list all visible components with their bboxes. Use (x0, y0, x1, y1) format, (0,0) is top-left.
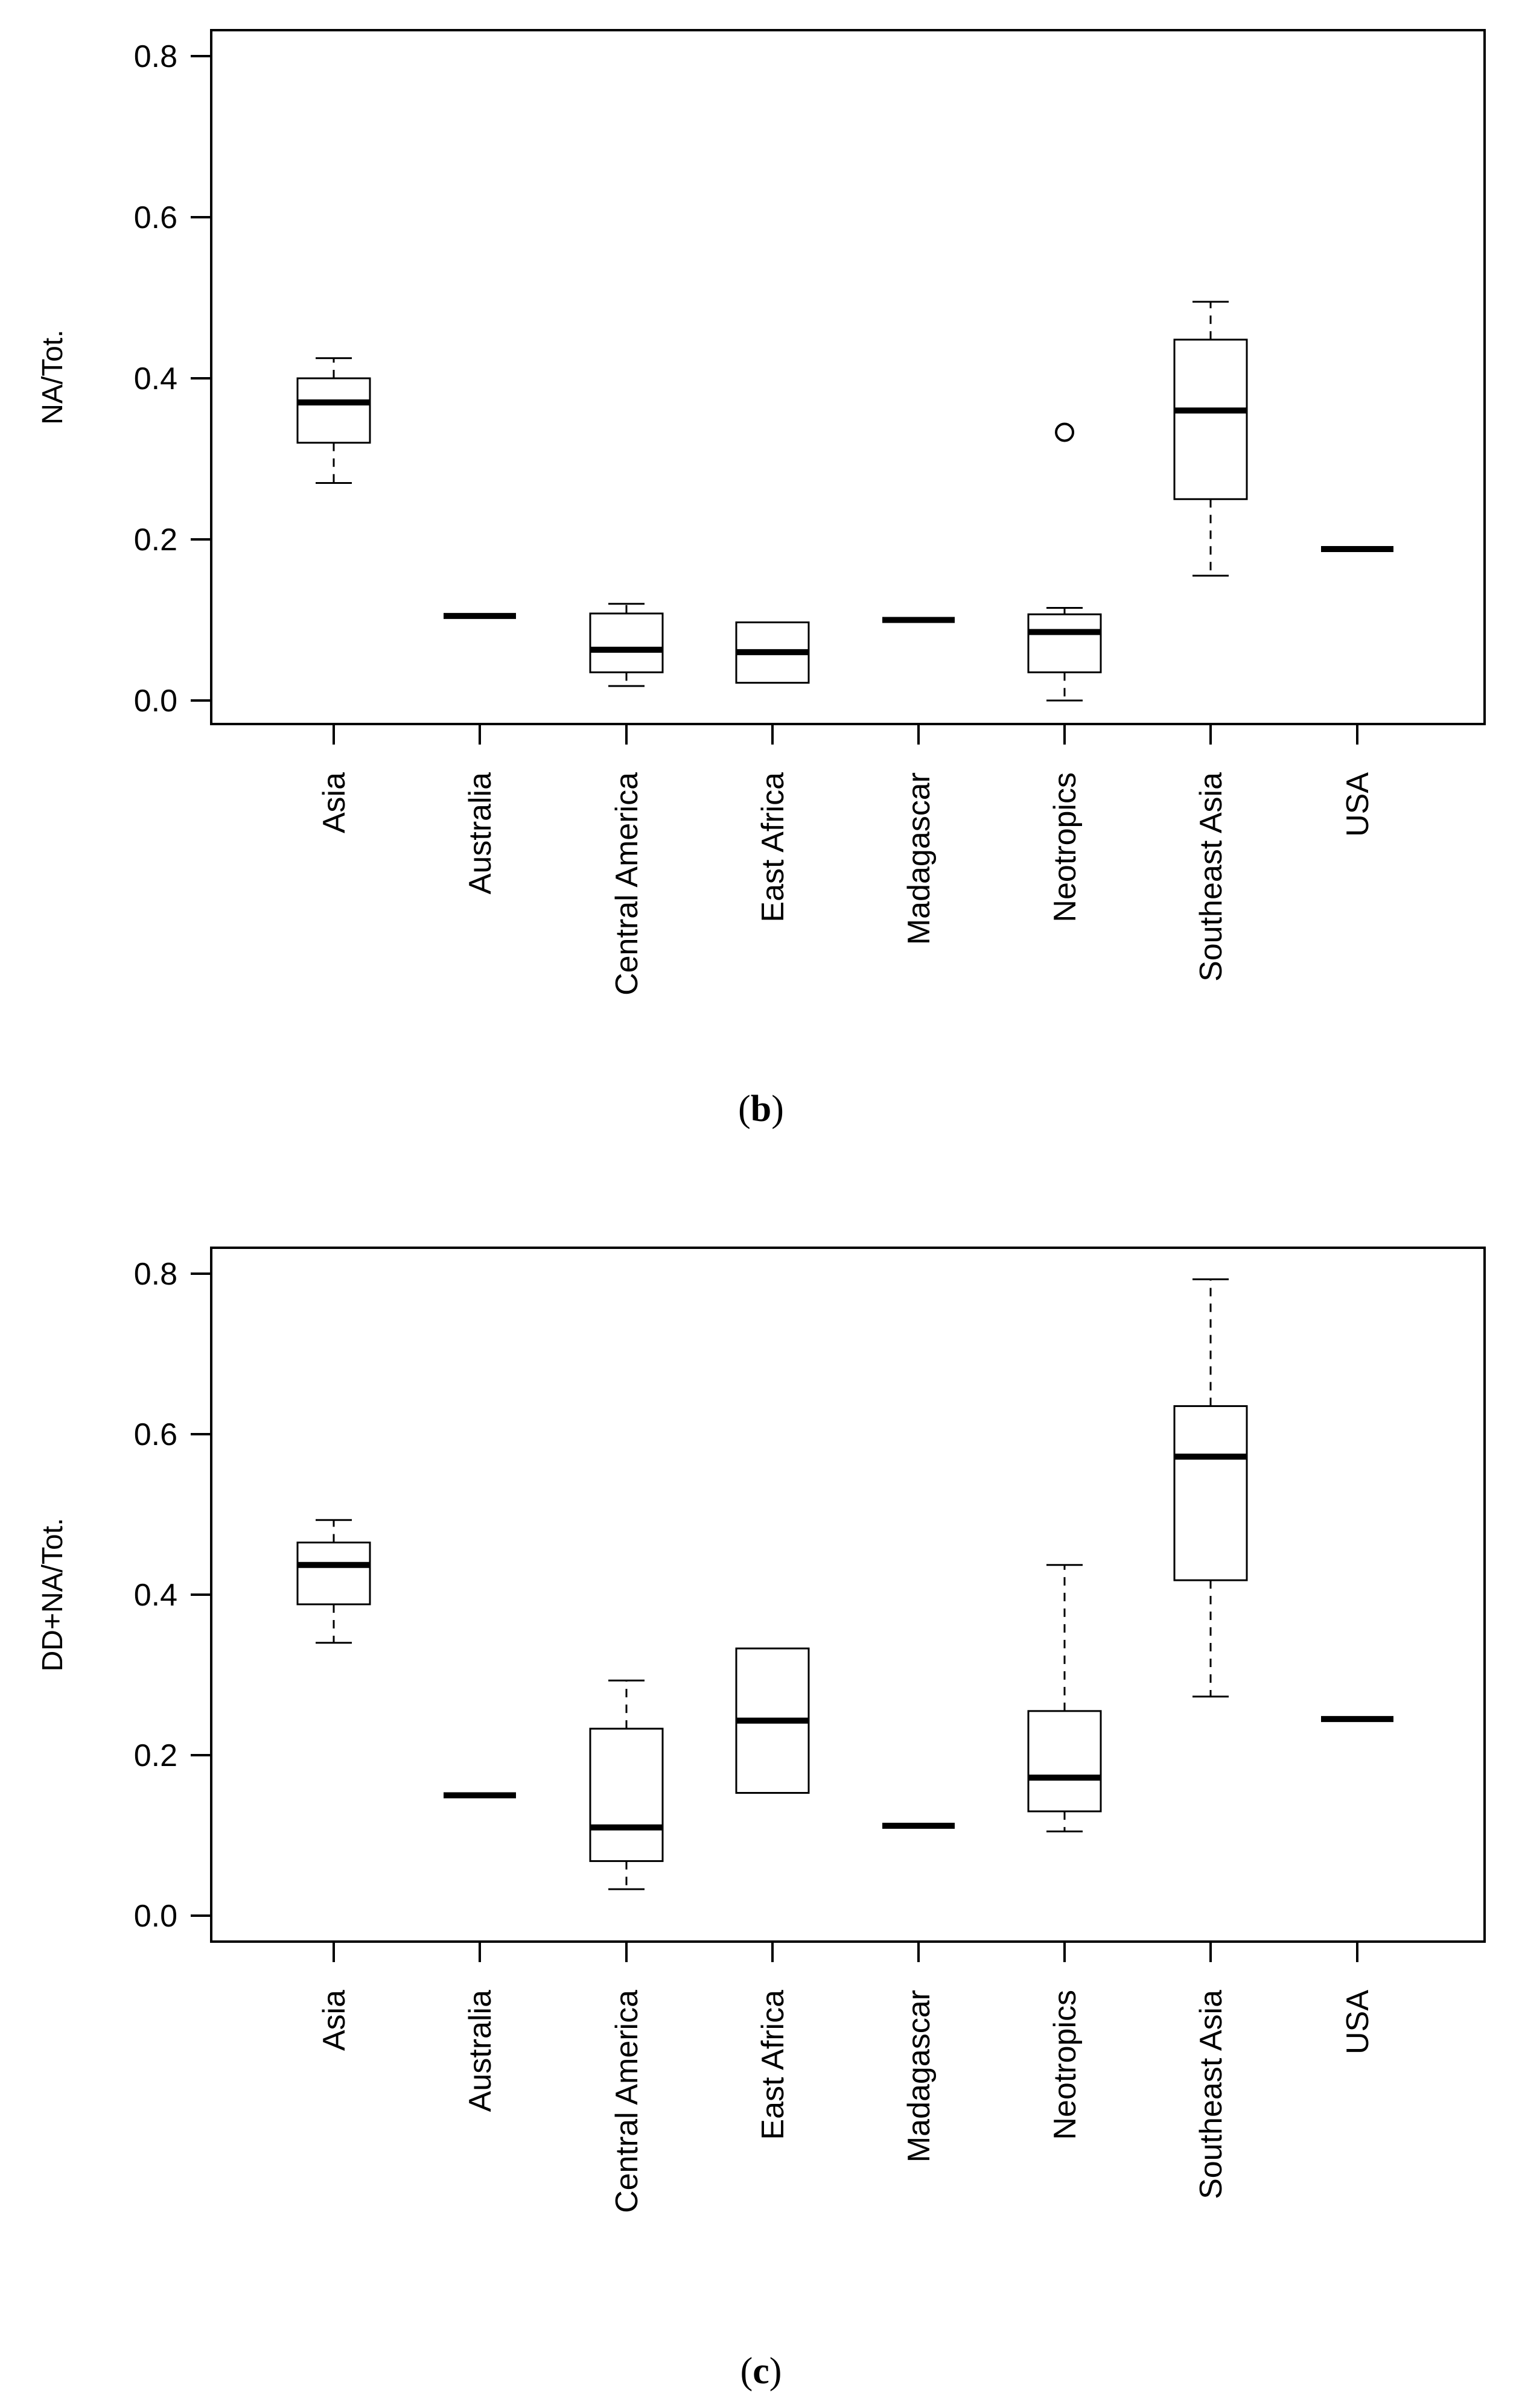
box-iqr (589, 612, 664, 673)
x-tick-label: Asia (317, 772, 352, 833)
x-tick-label: East Africa (756, 772, 791, 923)
box-central-america (589, 603, 664, 687)
x-tick-label: Central America (610, 772, 645, 996)
x-tick-label: Neotropics (1048, 1990, 1083, 2140)
y-tick-label: 0.4 (134, 1578, 177, 1613)
box-asia (296, 1519, 371, 1644)
panel-label: (c) (740, 2351, 782, 2392)
box-neotropics (1027, 422, 1102, 702)
box-iqr (1173, 338, 1248, 500)
box-iqr (296, 1542, 371, 1606)
x-tick-label: Southeast Asia (1194, 772, 1229, 982)
box-east-africa (735, 1647, 810, 1794)
box-central-america (589, 1679, 664, 1890)
box-neotropics (1027, 1564, 1102, 1832)
box-iqr (589, 1727, 664, 1863)
x-tick-label: Australia (463, 1990, 498, 2112)
box-iqr (296, 377, 371, 444)
y-tick-label: 0.6 (134, 1417, 177, 1452)
y-tick-label: 0.4 (134, 361, 177, 396)
y-tick-label: 0.0 (134, 684, 177, 719)
panel-c: 0.0 0.2 0.4 0.6 0.8 DD+NA/Tot. Asia Australia Ce… (37, 1247, 1486, 2392)
x-tick-label: Southeast Asia (1194, 1990, 1229, 2199)
x-tick-label: Madagascar (902, 1990, 937, 2162)
x-tick-label: East Africa (756, 1990, 791, 2140)
outlier-point (1055, 422, 1074, 442)
x-tick-label: USA (1340, 772, 1375, 837)
y-tick-label: 0.0 (134, 1899, 177, 1934)
panel-label: (b) (738, 1088, 784, 1129)
y-tick-label: 0.8 (134, 39, 177, 74)
x-tick-label: Asia (317, 1990, 352, 2051)
x-tick-label: Australia (463, 772, 498, 894)
y-axis-label: NA/Tot. (37, 329, 69, 424)
y-axis-label: DD+NA/Tot. (37, 1518, 69, 1672)
box-iqr (1027, 1710, 1102, 1812)
y-tick-label: 0.2 (134, 523, 177, 558)
box-southeast-asia (1173, 1278, 1248, 1698)
x-tick-label: Madagascar (902, 772, 937, 945)
box-asia (296, 357, 371, 484)
box-iqr (1173, 1405, 1248, 1581)
box-iqr (1027, 613, 1102, 673)
x-tick-label: Neotropics (1048, 772, 1083, 923)
y-tick-label: 0.8 (134, 1257, 177, 1292)
box-east-africa (735, 621, 810, 684)
y-tick-label: 0.6 (134, 200, 177, 235)
y-tick-label: 0.2 (134, 1738, 177, 1773)
x-tick-label: Central America (610, 1990, 645, 2213)
x-tick-label: USA (1340, 1990, 1375, 2054)
box-southeast-asia (1173, 300, 1248, 577)
panel-b: 0.0 0.2 0.4 0.6 0.8 NA/Tot. Asia Australia Centr… (37, 29, 1486, 1129)
